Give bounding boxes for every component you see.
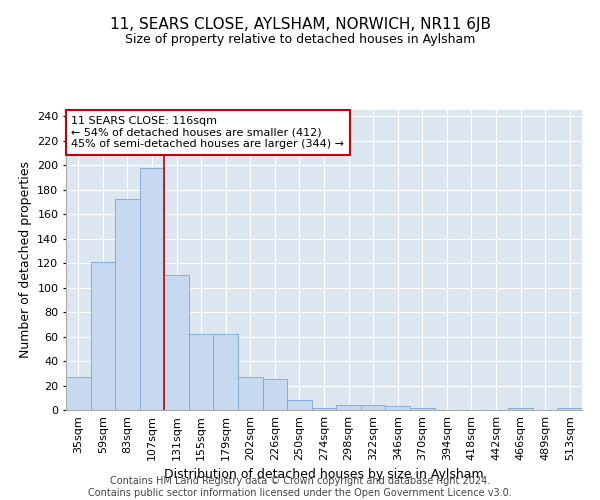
Bar — [385, 406, 410, 410]
Bar — [140, 168, 164, 410]
Bar — [115, 200, 140, 410]
Bar — [238, 377, 263, 410]
Text: Size of property relative to detached houses in Aylsham: Size of property relative to detached ho… — [125, 32, 475, 46]
Bar — [214, 334, 238, 410]
Bar — [410, 408, 434, 410]
Bar — [91, 262, 115, 410]
X-axis label: Distribution of detached houses by size in Aylsham: Distribution of detached houses by size … — [164, 468, 484, 481]
Text: Contains HM Land Registry data © Crown copyright and database right 2024.
Contai: Contains HM Land Registry data © Crown c… — [88, 476, 512, 498]
Bar — [557, 408, 582, 410]
Bar — [164, 276, 189, 410]
Bar — [336, 405, 361, 410]
Text: 11, SEARS CLOSE, AYLSHAM, NORWICH, NR11 6JB: 11, SEARS CLOSE, AYLSHAM, NORWICH, NR11 … — [110, 18, 491, 32]
Bar — [263, 380, 287, 410]
Bar — [189, 334, 214, 410]
Bar — [312, 408, 336, 410]
Bar — [66, 377, 91, 410]
Bar — [508, 408, 533, 410]
Y-axis label: Number of detached properties: Number of detached properties — [19, 162, 32, 358]
Bar — [287, 400, 312, 410]
Text: 11 SEARS CLOSE: 116sqm
← 54% of detached houses are smaller (412)
45% of semi-de: 11 SEARS CLOSE: 116sqm ← 54% of detached… — [71, 116, 344, 149]
Bar — [361, 405, 385, 410]
